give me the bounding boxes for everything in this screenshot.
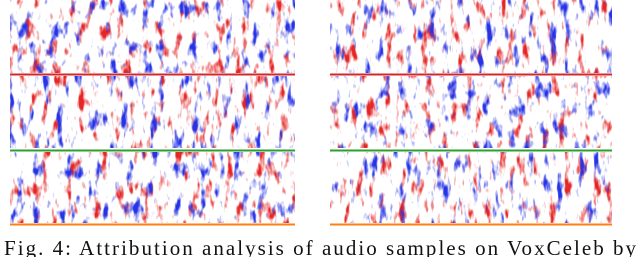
caption: Fig. 4: Attribution analysis of audio sa… <box>4 236 636 257</box>
heatmap <box>330 76 612 148</box>
heatmap <box>330 0 612 73</box>
heatmap <box>10 0 295 73</box>
left-panel <box>10 0 295 226</box>
right-panel <box>330 0 612 226</box>
heatmap <box>330 152 612 223</box>
heatmap <box>10 76 295 148</box>
heatmap <box>10 152 295 223</box>
